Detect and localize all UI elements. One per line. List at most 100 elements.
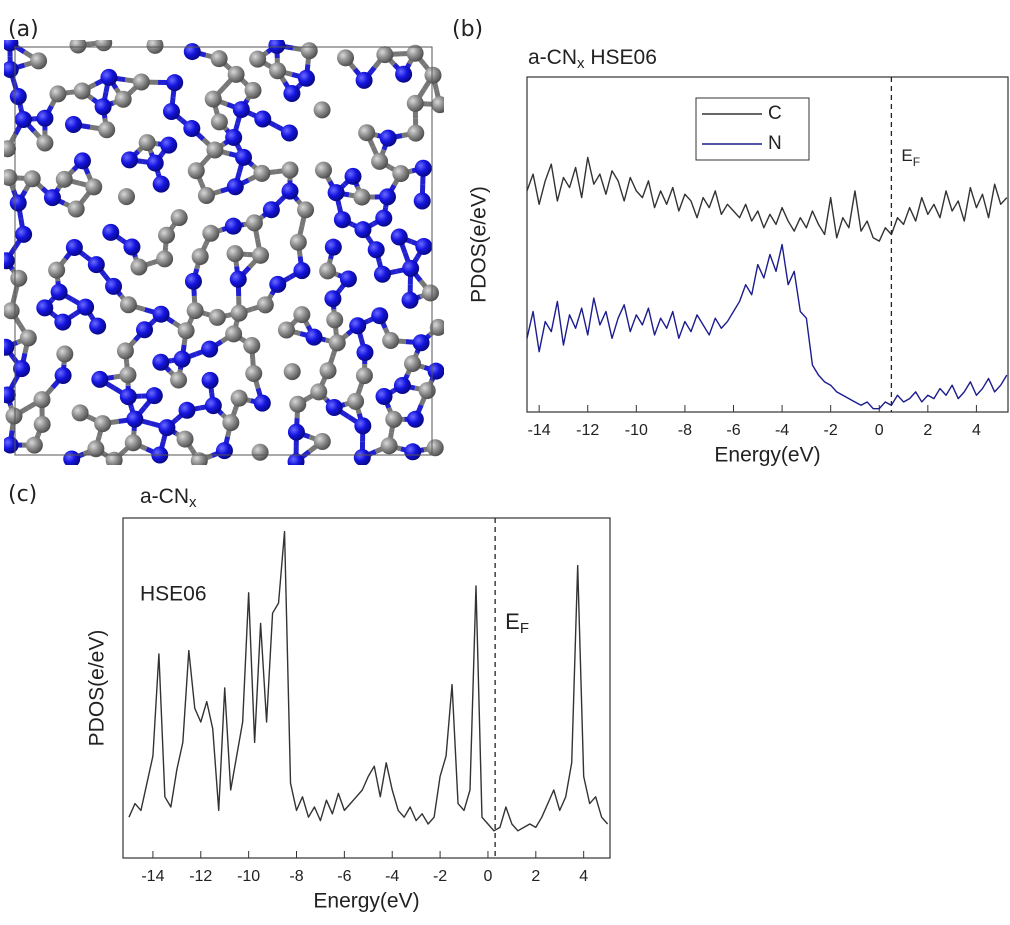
chart-title: a-CNx HSE06 <box>528 46 657 72</box>
nitrogen-atom <box>402 292 419 309</box>
carbon-atom <box>425 67 442 84</box>
nitrogen-atom <box>298 70 315 87</box>
nitrogen-atom <box>334 211 351 228</box>
nitrogen-atom <box>374 266 391 283</box>
nitrogen-atom <box>205 397 222 414</box>
nitrogen-atom <box>202 372 219 389</box>
x-tick-label: -14 <box>141 868 164 885</box>
nitrogen-atom <box>288 424 305 441</box>
x-axis-label: Energy(eV) <box>313 890 419 913</box>
carbon-atom <box>202 225 219 242</box>
panel-label: (b) <box>452 17 483 42</box>
nitrogen-atom <box>371 307 388 324</box>
nitrogen-atom <box>414 193 431 210</box>
title-part: a-CN <box>528 46 577 69</box>
carbon-atom <box>320 362 337 379</box>
nitrogen-atom <box>179 402 196 419</box>
label-part: F <box>520 620 529 637</box>
nitrogen-atom <box>185 273 202 290</box>
nitrogen-atom <box>415 160 432 177</box>
carbon-atom <box>33 391 50 408</box>
nitrogen-atom <box>65 116 82 133</box>
title-part: x <box>189 494 197 511</box>
x-tick-label: -4 <box>775 422 789 439</box>
x-tick-label: -8 <box>678 422 692 439</box>
nitrogen-atom <box>376 388 393 405</box>
nitrogen-atom <box>402 260 419 277</box>
nitrogen-atom <box>263 201 280 218</box>
nitrogen-atom <box>349 317 366 334</box>
carbon-atom <box>211 50 228 67</box>
carbon-atom <box>231 305 248 322</box>
carbon-atom <box>225 325 242 342</box>
nitrogen-atom <box>225 129 242 146</box>
carbon-atom <box>290 234 307 251</box>
nitrogen-atom <box>2 61 19 78</box>
nitrogen-atom <box>293 262 310 279</box>
nitrogen-atom <box>15 111 32 128</box>
carbon-atom <box>314 433 331 450</box>
carbon-atom <box>353 189 370 206</box>
x-tick-label: -6 <box>726 422 740 439</box>
carbon-atom <box>98 121 115 138</box>
carbon-atom <box>253 165 270 182</box>
nitrogen-atom <box>288 453 305 470</box>
nitrogen-atom <box>404 443 421 460</box>
nitrogen-atom <box>391 228 408 245</box>
carbon-atom <box>49 85 66 102</box>
carbon-atom <box>278 321 295 338</box>
carbon-atom <box>246 214 263 231</box>
x-tick-label: -4 <box>385 868 399 885</box>
x-tick-label: 4 <box>972 422 981 439</box>
fermi-level-label: EF <box>901 146 920 169</box>
carbon-atom <box>133 74 150 91</box>
carbon-atom <box>170 371 187 388</box>
carbon-atom <box>257 296 274 313</box>
label-part: F <box>913 155 920 169</box>
panel-label: (a) <box>8 17 39 42</box>
carbon-atom <box>20 329 37 346</box>
nitrogen-atom <box>269 276 286 293</box>
nitrogen-atom <box>77 299 94 316</box>
carbon-atom <box>284 363 301 380</box>
carbon-atom <box>211 113 228 130</box>
carbon-atom <box>385 411 402 428</box>
nitrogen-atom <box>15 226 32 243</box>
carbon-atom <box>301 42 318 59</box>
carbon-atom <box>106 452 123 469</box>
x-tick-label: -12 <box>576 422 599 439</box>
nitrogen-atom <box>36 299 53 316</box>
carbon-atom <box>171 209 188 226</box>
nitrogen-atom <box>120 388 137 405</box>
carbon-atom <box>245 365 262 382</box>
carbon-atom <box>209 309 226 326</box>
carbon-atom <box>392 165 409 182</box>
nitrogen-atom <box>345 168 362 185</box>
carbon-atom <box>337 49 354 66</box>
carbon-atom <box>315 162 332 179</box>
nitrogen-atom <box>55 367 72 384</box>
nitrogen-atom <box>380 130 397 147</box>
carbon-atom <box>3 302 20 319</box>
carbon-atom <box>249 51 266 68</box>
nitrogen-atom <box>375 210 392 227</box>
series-line <box>527 157 1007 241</box>
legend-box <box>696 98 809 160</box>
nitrogen-atom <box>254 395 271 412</box>
x-tick-label: 2 <box>923 422 932 439</box>
nitrogen-atom <box>102 224 119 241</box>
legend-label: N <box>768 133 782 154</box>
carbon-atom <box>205 91 222 108</box>
nitrogen-atom <box>283 85 300 102</box>
x-tick-label: -6 <box>337 868 351 885</box>
x-tick-label: -14 <box>528 422 551 439</box>
plot-frame <box>123 518 610 858</box>
carbon-atom <box>30 52 47 69</box>
x-tick-label: -2 <box>824 422 838 439</box>
carbon-atom <box>407 95 424 112</box>
carbon-atom <box>158 227 175 244</box>
nitrogen-atom <box>95 98 112 115</box>
carbon-atom <box>10 270 27 287</box>
nitrogen-atom <box>100 69 117 86</box>
carbon-atom <box>177 431 194 448</box>
